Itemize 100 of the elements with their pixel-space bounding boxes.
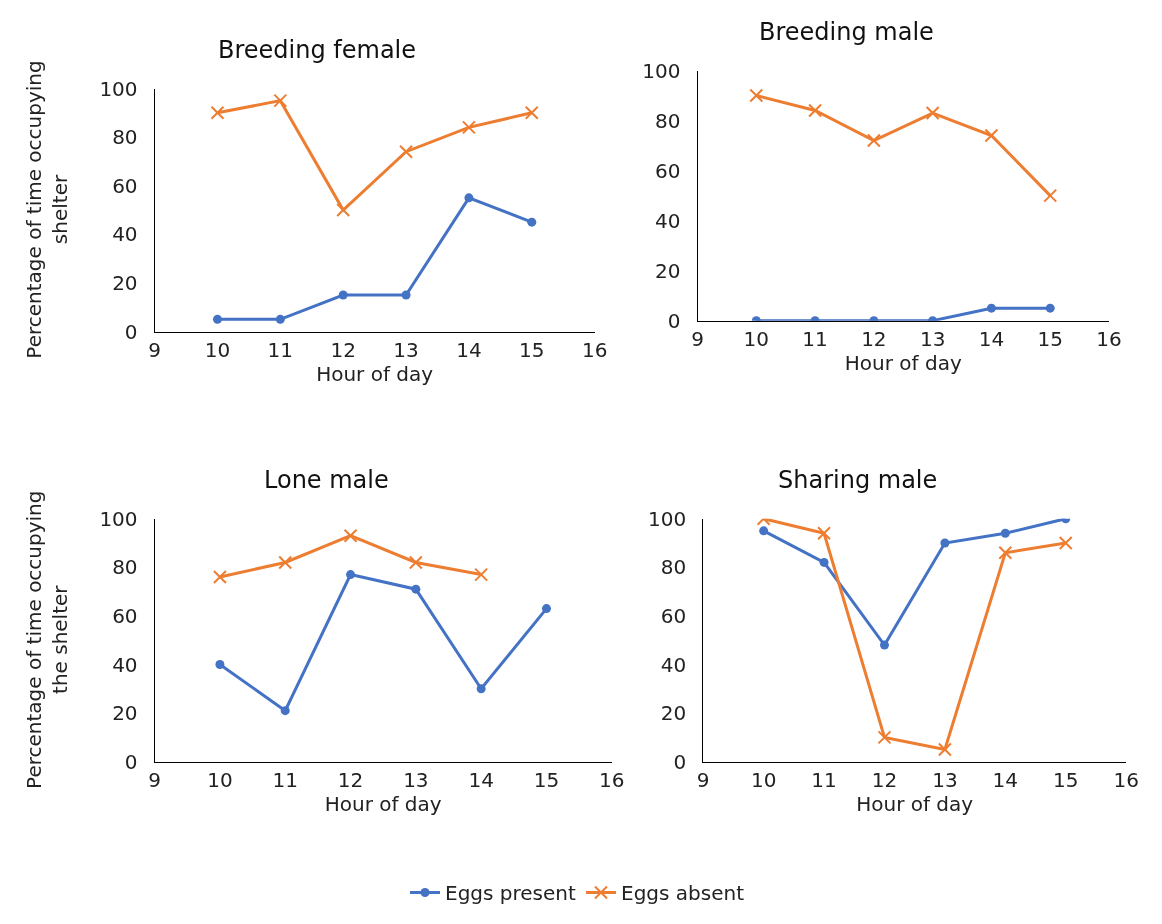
y-tick-label: 40 [655, 208, 681, 233]
point [817, 526, 832, 541]
x-tick-label: 15 [519, 337, 545, 362]
x-tick-label: 11 [272, 767, 298, 792]
chart-title: Breeding male [759, 18, 934, 46]
x-tick-label: 13 [919, 326, 946, 351]
y-tick-label: 20 [655, 258, 681, 283]
chart-title: Breeding female [218, 36, 417, 64]
point [749, 88, 764, 103]
x-tick-label: 13 [393, 337, 419, 362]
y-tick-label: 20 [112, 270, 138, 295]
y-tick-label: 80 [112, 125, 138, 150]
point [461, 120, 476, 135]
point [1058, 536, 1073, 550]
y-tick-label: 0 [124, 749, 138, 774]
point [336, 203, 351, 217]
y-tick-label: 100 [642, 58, 681, 83]
y-tick-label: 40 [112, 222, 138, 247]
x-tick-label: 10 [207, 767, 233, 792]
x-tick-label: 16 [581, 337, 608, 362]
x-tick-label: 16 [1096, 326, 1122, 351]
x-tick-label: 14 [456, 337, 482, 362]
x-tick-label: 16 [599, 767, 625, 792]
x-tick-label: 13 [932, 767, 958, 792]
legend-label: Eggs present [445, 881, 576, 906]
chart-title: Sharing male [778, 466, 938, 494]
y-tick-label: 40 [112, 652, 138, 677]
y-tick-label: 0 [667, 308, 681, 333]
x-tick-label: 15 [1052, 767, 1079, 792]
y-tick-label: 60 [112, 173, 138, 198]
y-tick-label: 60 [112, 603, 138, 628]
x-tick-label: 9 [148, 337, 161, 362]
x-tick-label: 13 [403, 767, 429, 792]
point [464, 193, 474, 203]
point [524, 105, 539, 120]
point [819, 557, 829, 567]
y-tick-label: 80 [112, 555, 138, 580]
x-axis-title: Hour of day [856, 792, 974, 817]
point [1000, 528, 1010, 538]
point [212, 570, 227, 585]
point [273, 93, 288, 108]
y-tick-label: 100 [99, 76, 138, 101]
y-tick-label: 60 [660, 603, 687, 628]
point [411, 584, 421, 594]
x-tick-label: 12 [330, 337, 356, 362]
x-axis-title: Hour of day [316, 362, 434, 386]
x-tick-label: 9 [691, 326, 704, 351]
x-axis-title: Hour of day [844, 351, 962, 376]
x-tick-label: 14 [468, 767, 494, 792]
y-tick-label: 80 [655, 108, 681, 133]
y-axis-title: Percentage of time occupying shelter [21, 60, 72, 359]
point [399, 144, 414, 159]
point [278, 555, 293, 570]
x-axis-title: Hour of day [324, 792, 442, 817]
y-tick-label: 20 [112, 701, 138, 726]
point [343, 528, 358, 543]
x-tick-label: 9 [148, 767, 161, 792]
x-tick-label: 16 [1113, 767, 1139, 792]
y-tick-label: 80 [660, 555, 687, 580]
point [280, 706, 290, 716]
y-tick-label: 0 [673, 749, 687, 774]
x-tick-label: 10 [750, 767, 777, 792]
point [759, 526, 769, 536]
y-tick-label: 100 [99, 506, 138, 531]
point [879, 640, 889, 650]
point [866, 133, 881, 148]
chart-title: Lone male [264, 466, 389, 494]
point [986, 303, 996, 313]
y-tick-label: 100 [648, 506, 687, 531]
x-tick-label: 15 [1037, 326, 1063, 351]
point [984, 128, 999, 143]
y-axis-title: Percentage of time occupying the shelter [21, 490, 72, 789]
point [925, 106, 940, 121]
x-tick-label: 15 [533, 767, 560, 792]
point [212, 314, 222, 324]
y-tick-label: 40 [660, 652, 687, 677]
point [1043, 188, 1058, 203]
point [346, 570, 356, 580]
point [476, 684, 486, 694]
y-tick-label: 60 [655, 158, 681, 183]
point [210, 105, 225, 120]
point [541, 604, 551, 614]
x-tick-label: 12 [861, 326, 887, 351]
x-tick-label: 14 [978, 326, 1005, 351]
x-tick-label: 11 [811, 767, 837, 792]
x-tick-label: 11 [802, 326, 828, 351]
x-tick-label: 9 [696, 767, 710, 792]
point [275, 314, 285, 324]
point [998, 545, 1013, 560]
point [527, 217, 537, 227]
legend-label: Eggs absent [620, 881, 745, 906]
point [474, 567, 489, 582]
x-tick-label: 11 [267, 337, 294, 362]
x-tick-label: 10 [743, 326, 770, 351]
point [937, 742, 952, 757]
y-tick-label: 20 [660, 701, 687, 726]
point [877, 730, 892, 745]
point [401, 290, 411, 300]
y-tick-label: 0 [124, 319, 138, 344]
point [215, 660, 225, 669]
